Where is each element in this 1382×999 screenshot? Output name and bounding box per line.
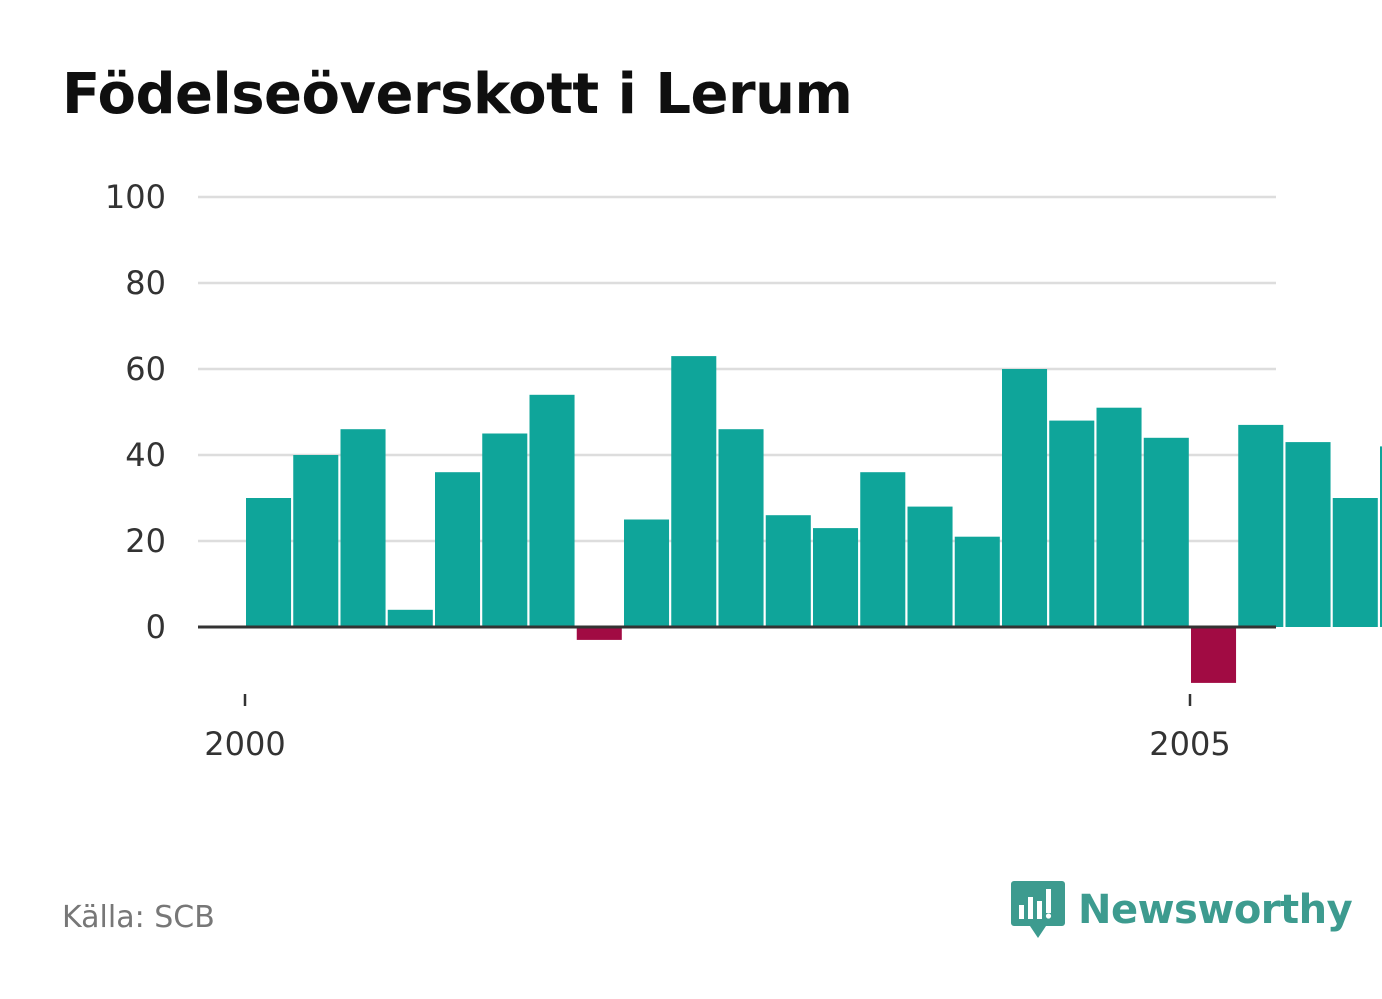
bar bbox=[576, 627, 622, 640]
y-tick-label: 0 bbox=[146, 608, 166, 646]
y-axis-ticks: 0 20 40 60 80 100 bbox=[105, 178, 166, 646]
bar bbox=[435, 472, 481, 627]
bar bbox=[765, 515, 811, 627]
bar bbox=[1049, 420, 1095, 627]
bar bbox=[954, 536, 1000, 627]
bar bbox=[1096, 407, 1142, 627]
y-tick-label: 20 bbox=[125, 522, 166, 560]
bars bbox=[246, 356, 1382, 683]
brand-name: Newsworthy bbox=[1078, 887, 1353, 933]
bar bbox=[1143, 437, 1189, 627]
newsworthy-logo-icon bbox=[1011, 881, 1065, 938]
bar bbox=[340, 429, 386, 627]
bar bbox=[387, 609, 433, 627]
bar bbox=[1002, 369, 1048, 627]
bar bbox=[529, 394, 575, 627]
bar bbox=[482, 433, 528, 627]
chart-title: Födelseöverskott i Lerum bbox=[62, 62, 853, 127]
x-tick-label: 2000 bbox=[204, 725, 285, 763]
y-tick-label: 40 bbox=[125, 436, 166, 474]
bar bbox=[718, 429, 764, 627]
brand-logo: Newsworthy bbox=[1010, 878, 1353, 942]
x-axis-ticks: 200020052010201520202025 bbox=[204, 694, 1231, 763]
bar bbox=[813, 528, 859, 627]
bar bbox=[1332, 498, 1378, 627]
source-note: Källa: SCB bbox=[62, 900, 215, 935]
bar bbox=[671, 356, 717, 627]
bar bbox=[1285, 442, 1331, 627]
x-tick-label: 2005 bbox=[1149, 725, 1230, 763]
bar bbox=[1191, 627, 1237, 683]
bar bbox=[860, 472, 906, 627]
bar bbox=[293, 455, 339, 627]
bar bbox=[907, 506, 953, 627]
y-tick-label: 60 bbox=[125, 350, 166, 388]
bar bbox=[246, 498, 292, 627]
bar bbox=[1380, 446, 1382, 627]
bar bbox=[1238, 424, 1284, 627]
y-tick-label: 80 bbox=[125, 264, 166, 302]
y-tick-label: 100 bbox=[105, 178, 166, 216]
bar bbox=[624, 519, 670, 627]
